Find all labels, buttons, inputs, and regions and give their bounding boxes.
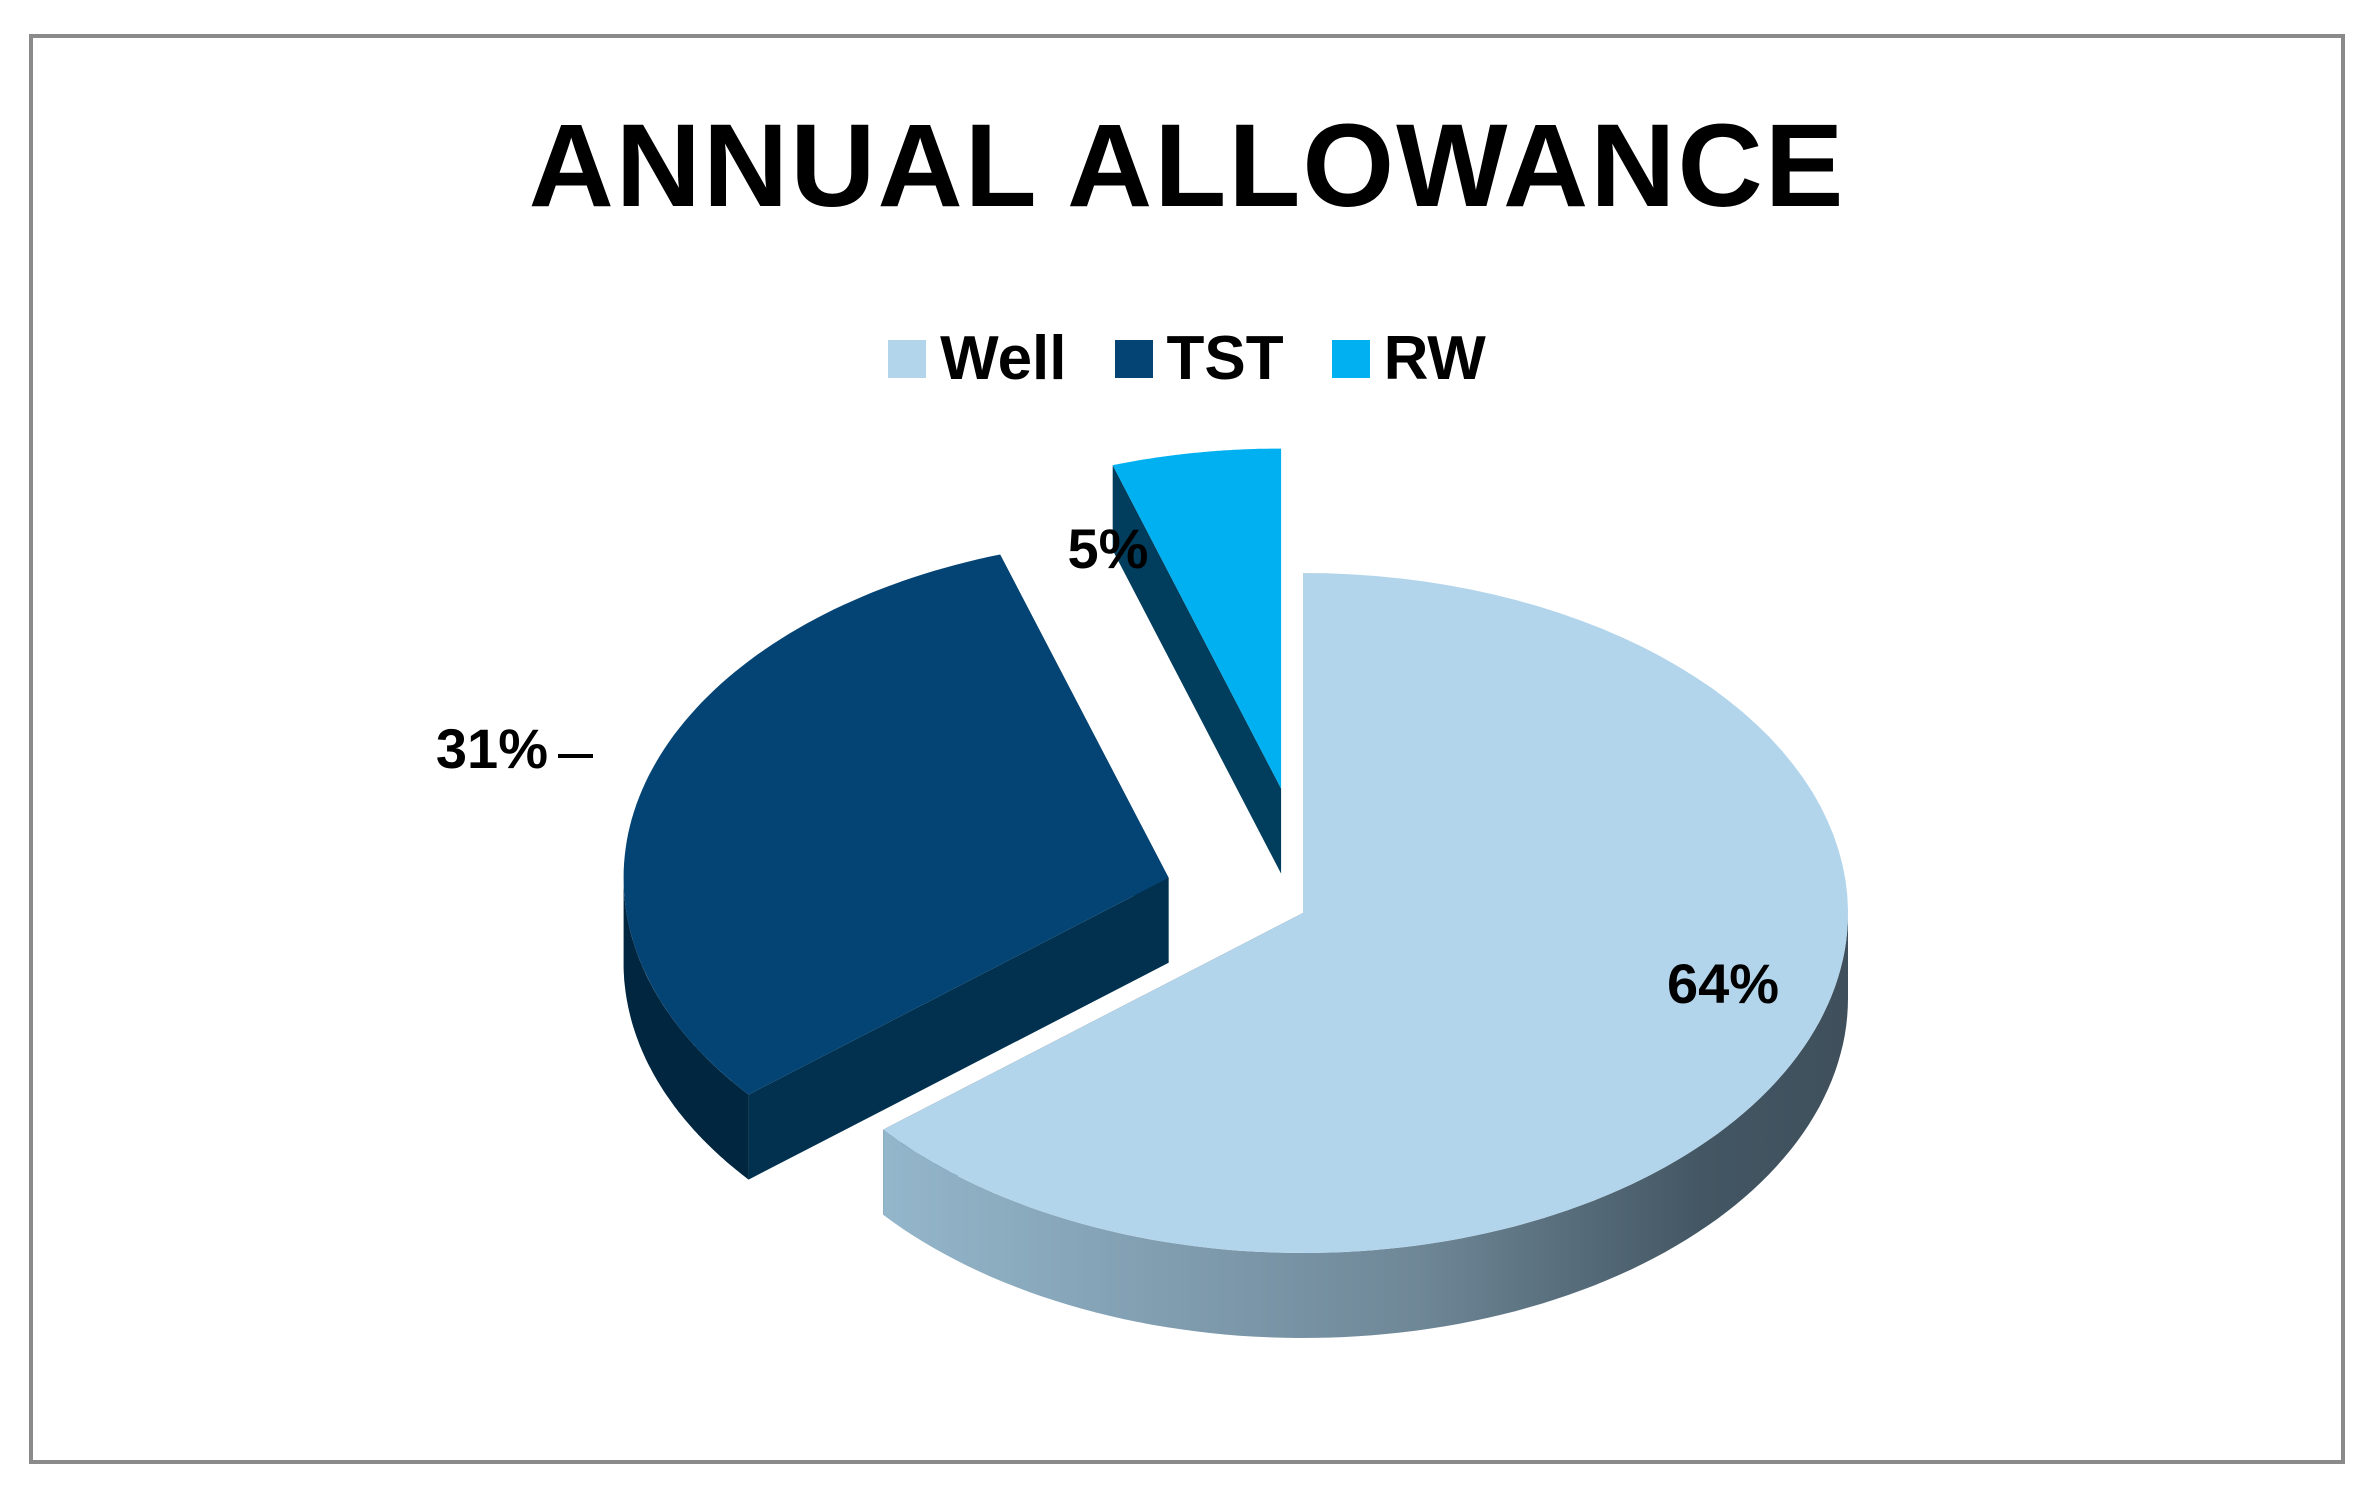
- slice-top-tst: [623, 554, 1169, 1095]
- slice-top-well: [883, 573, 1848, 1253]
- slice-top-rw: [1112, 448, 1282, 789]
- legend-label-well: Well: [940, 324, 1067, 393]
- legend-swatch-rw: [1331, 339, 1370, 378]
- legend-item-well[interactable]: Well: [888, 323, 1067, 394]
- pie-chart: 64% 31% 5%: [436, 448, 1848, 1338]
- slice-wall-rw-0: [1112, 465, 1282, 874]
- legend-swatch-tst: [1114, 339, 1153, 378]
- legend-label-tst: TST: [1166, 324, 1284, 393]
- legend-label-rw: RW: [1383, 324, 1486, 393]
- legend-item-tst[interactable]: TST: [1114, 323, 1284, 394]
- chart-frame: ANNUAL ALLOWANCE Well TST RW 64% 31% 5%: [29, 34, 2345, 1464]
- legend-item-rw[interactable]: RW: [1331, 323, 1486, 394]
- slice-side-well: [883, 913, 1848, 1338]
- slice-side-tst: [623, 877, 749, 1180]
- chart-title: ANNUAL ALLOWANCE: [528, 100, 1846, 232]
- data-label-well: 64%: [1667, 952, 1779, 1015]
- pie-slice-rw: [1112, 448, 1282, 874]
- legend: Well TST RW: [33, 323, 2341, 394]
- legend-swatch-well: [888, 339, 927, 378]
- data-label-rw: 5%: [1068, 517, 1149, 580]
- slice-wall-tst-0: [748, 877, 1169, 1180]
- pie-slice-tst: [623, 554, 1169, 1180]
- pie-slice-well: [883, 573, 1848, 1338]
- data-label-tst: 31%: [436, 717, 548, 780]
